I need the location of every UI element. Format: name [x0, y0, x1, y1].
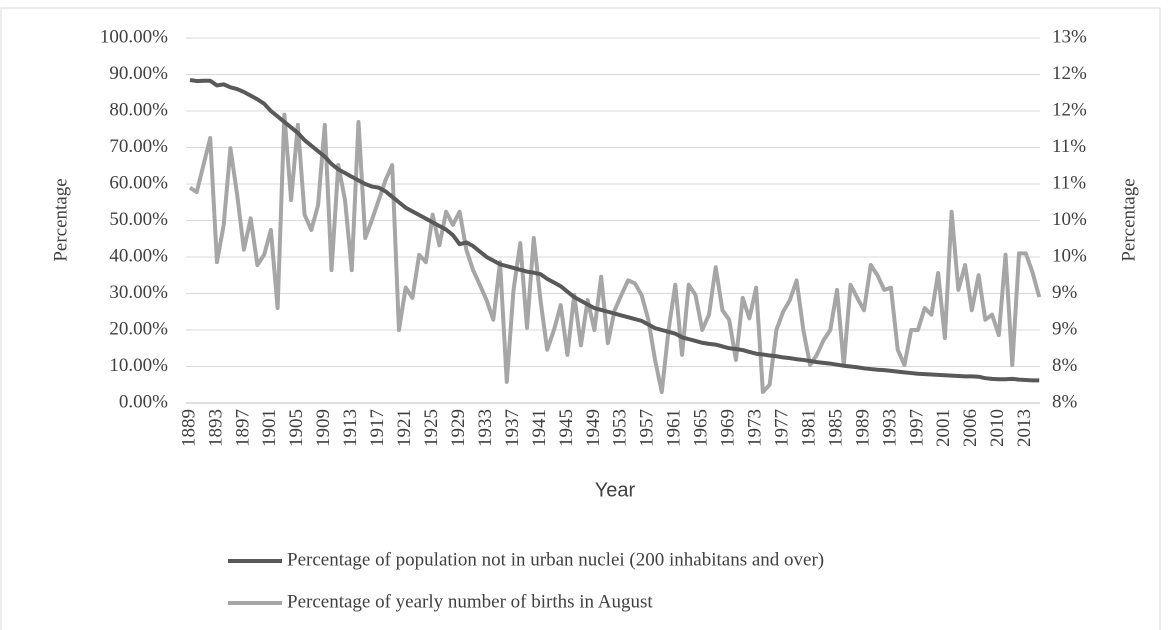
x-tick-label: 1913 — [340, 409, 361, 447]
x-tick-label: 1929 — [448, 409, 469, 447]
y2-tick-label: 9% — [1052, 282, 1078, 303]
x-tick-label: 1909 — [313, 409, 334, 447]
y-tick-label: 70.00% — [109, 136, 168, 157]
x-tick-label: 1949 — [583, 409, 604, 447]
x-tick-label: 2010 — [987, 409, 1008, 447]
x-tick-label: 1925 — [421, 409, 442, 447]
x-tick-label: 1893 — [205, 409, 226, 447]
x-tick-label: 1917 — [367, 409, 388, 447]
chart-frame — [0, 7, 1161, 630]
y-tick-label: 20.00% — [109, 318, 168, 339]
y2-tick-label: 10% — [1052, 209, 1087, 230]
y2-tick-label: 12% — [1052, 99, 1087, 120]
y2-tick-label: 13% — [1052, 26, 1087, 47]
y-axis-title: Percentage — [50, 178, 71, 261]
x-tick-label: 1985 — [825, 409, 846, 447]
series-line — [189, 78, 1040, 383]
legend-label: Percentage of yearly number of births in… — [287, 591, 653, 612]
x-tick-label: 1965 — [691, 409, 712, 447]
y-tick-label: 0.00% — [119, 391, 168, 412]
x-tick-label: 2006 — [960, 409, 981, 447]
x-tick-label: 1941 — [529, 409, 550, 447]
y-tick-label: 90.00% — [109, 63, 168, 84]
series-line — [188, 112, 1042, 395]
legend-label: Percentage of population not in urban nu… — [287, 549, 824, 570]
x-tick-label: 1997 — [906, 409, 927, 447]
y2-tick-label: 8% — [1052, 391, 1078, 412]
x-tick-label: 1897 — [232, 409, 253, 447]
x-tick-label: 1937 — [502, 409, 523, 447]
y-tick-label: 50.00% — [109, 209, 168, 230]
x-tick-label: 1905 — [286, 409, 307, 447]
x-axis-title: Year — [595, 479, 636, 501]
y-tick-label: 30.00% — [109, 282, 168, 303]
y-tick-label: 40.00% — [109, 245, 168, 266]
y-tick-label: 80.00% — [109, 99, 168, 120]
x-tick-label: 1981 — [798, 409, 819, 447]
x-tick-label: 1921 — [394, 409, 415, 447]
x-tick-label: 2013 — [1014, 409, 1035, 447]
x-tick-label: 1973 — [745, 409, 766, 447]
x-tick-label: 1953 — [610, 409, 631, 447]
x-tick-label: 1889 — [178, 409, 199, 447]
y2-tick-label: 9% — [1052, 318, 1078, 339]
x-tick-label: 1961 — [664, 409, 685, 447]
x-tick-label: 1945 — [556, 409, 577, 447]
x-tick-label: 1977 — [771, 409, 792, 447]
y2-tick-label: 10% — [1052, 245, 1087, 266]
y2-tick-label: 11% — [1052, 172, 1086, 193]
x-tick-label: 1969 — [718, 409, 739, 447]
x-tick-label: 1901 — [259, 409, 280, 447]
y2-axis-title: Percentage — [1118, 178, 1139, 261]
x-tick-label: 2001 — [933, 409, 954, 447]
y2-tick-label: 11% — [1052, 136, 1086, 157]
y-tick-label: 100.00% — [100, 26, 168, 47]
x-tick-label: 1933 — [475, 409, 496, 447]
y2-tick-label: 8% — [1052, 355, 1078, 376]
y-tick-label: 10.00% — [109, 355, 168, 376]
y-tick-label: 60.00% — [109, 172, 168, 193]
x-tick-label: 1989 — [852, 409, 873, 447]
y2-tick-label: 12% — [1052, 63, 1087, 84]
x-tick-label: 1957 — [637, 409, 658, 447]
x-tick-label: 1993 — [879, 409, 900, 447]
